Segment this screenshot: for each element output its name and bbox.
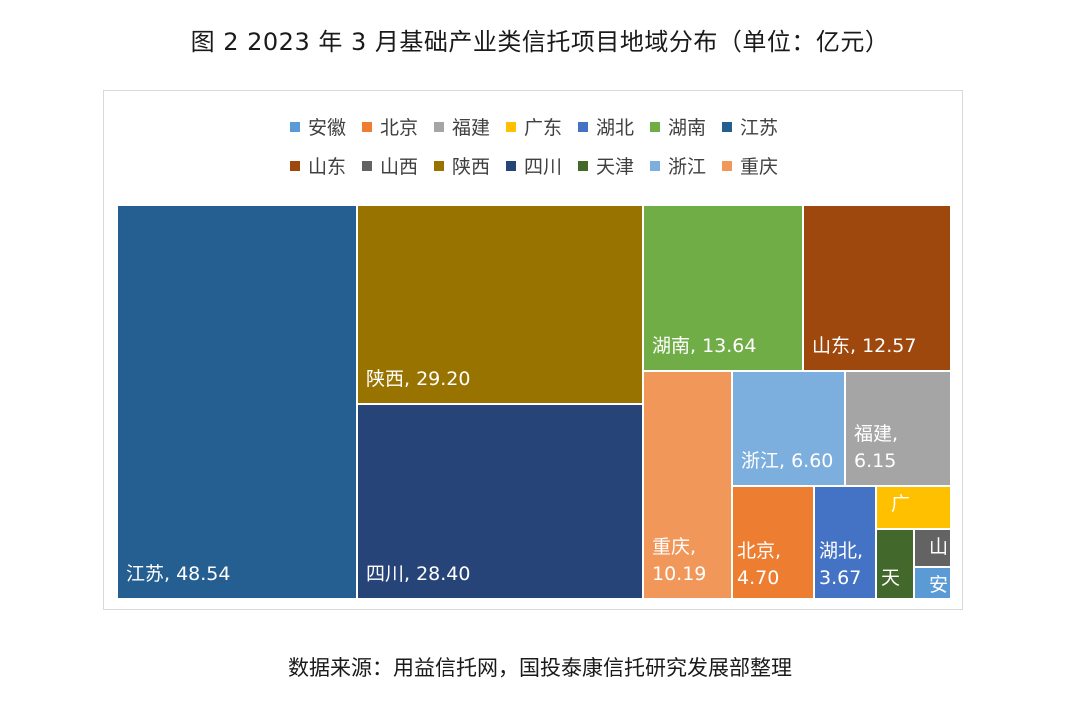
treemap-tile: 山东, 12.57: [802, 204, 952, 372]
legend-swatch: [505, 121, 516, 132]
legend-label: 福建: [451, 117, 490, 139]
legend-item: 北京: [361, 113, 418, 140]
legend-swatch: [650, 121, 661, 132]
tile-label: 北京, 4.70: [737, 540, 782, 589]
tile-label: 广: [891, 493, 911, 515]
tile-label: 山东, 12.57: [812, 335, 917, 357]
tile-label: 陕西, 29.20: [366, 368, 471, 390]
legend-item: 广东: [505, 113, 562, 140]
treemap-tile: 陕西, 29.20: [356, 204, 644, 405]
legend-item: 山西: [361, 152, 418, 179]
tile-label: 福建, 6.15: [854, 423, 899, 472]
legend-item: 浙江: [650, 152, 706, 179]
treemap-tile: 安: [913, 566, 952, 600]
legend-swatch: [722, 121, 733, 132]
legend-label: 北京: [379, 117, 418, 139]
treemap-tile: 天: [875, 528, 915, 600]
legend-label: 陕西: [451, 156, 490, 178]
legend-label: 江苏: [740, 117, 779, 139]
tile-label: 浙江, 6.60: [741, 450, 834, 472]
legend-item: 天津: [578, 152, 634, 179]
legend-label: 安徽: [307, 117, 346, 139]
legend-swatch: [433, 160, 444, 171]
legend-item: 福建: [433, 113, 490, 140]
treemap-tile: 北京, 4.70: [731, 485, 815, 600]
tile-label: 江苏, 48.54: [126, 563, 231, 585]
legend-label: 湖北: [596, 117, 635, 139]
tile-label: 重庆, 10.19: [652, 536, 707, 585]
legend-label: 湖南: [668, 117, 707, 139]
legend-item: 山东: [289, 152, 346, 179]
legend-label: 浙江: [668, 156, 707, 178]
treemap-tile: 山: [913, 528, 952, 568]
chart-area: 安徽 北京 福建 广东 湖北 湖南 江苏 山东 山西 陕西 四川 天津 浙江 重庆 江苏, 48.54 陕…: [103, 90, 963, 610]
tile-label: 安: [929, 574, 949, 596]
legend-swatch: [578, 160, 588, 171]
treemap-tile: 福建, 6.15: [844, 370, 952, 487]
treemap-tile: 广: [875, 485, 952, 530]
treemap-tile: 江苏, 48.54: [116, 204, 358, 600]
legend-label: 山东: [307, 156, 346, 178]
legend-label: 山西: [379, 156, 418, 178]
treemap-tile: 湖南, 13.64: [642, 204, 804, 372]
legend-item: 湖北: [578, 113, 634, 140]
tile-label: 山: [929, 536, 949, 558]
legend-item: 安徽: [289, 113, 346, 140]
treemap-tile: 重庆, 10.19: [642, 370, 733, 600]
legend-item: 四川: [505, 152, 562, 179]
legend-label: 广东: [523, 117, 562, 139]
legend-swatch: [650, 160, 661, 171]
legend-swatch: [361, 160, 372, 171]
legend-label: 重庆: [740, 156, 779, 178]
legend-row: 山东 山西 陕西 四川 天津 浙江 重庆: [289, 152, 778, 179]
tile-label: 湖南, 13.64: [652, 335, 757, 357]
tile-label: 四川, 28.40: [366, 563, 471, 585]
legend-swatch: [433, 121, 444, 132]
legend-swatch: [289, 121, 300, 132]
data-source-note: 数据来源：用益信托网，国投泰康信托研究发展部整理: [288, 656, 792, 680]
legend: 安徽 北京 福建 广东 湖北 湖南 江苏 山东 山西 陕西 四川 天津 浙江 重庆: [104, 113, 964, 179]
legend-item: 陕西: [433, 152, 490, 179]
legend-item: 湖南: [650, 113, 706, 140]
treemap-tile: 湖北, 3.67: [813, 485, 877, 600]
legend-swatch: [361, 121, 372, 132]
legend-label: 天津: [596, 156, 635, 178]
legend-row: 安徽 北京 福建 广东 湖北 湖南 江苏: [289, 113, 778, 140]
legend-item: 重庆: [722, 152, 778, 179]
legend-swatch: [722, 160, 733, 171]
tile-label: 天: [881, 567, 901, 589]
legend-swatch: [578, 121, 588, 132]
treemap-tile: 浙江, 6.60: [731, 370, 846, 487]
legend-label: 四川: [523, 156, 562, 178]
tile-label: 湖北, 3.67: [819, 540, 864, 589]
legend-item: 江苏: [722, 113, 778, 140]
legend-swatch: [505, 160, 516, 171]
chart-title: 图 2 2023 年 3 月基础产业类信托项目地域分布（单位：亿元）: [190, 28, 890, 56]
treemap-tile: 四川, 28.40: [356, 403, 644, 600]
legend-swatch: [289, 160, 300, 171]
